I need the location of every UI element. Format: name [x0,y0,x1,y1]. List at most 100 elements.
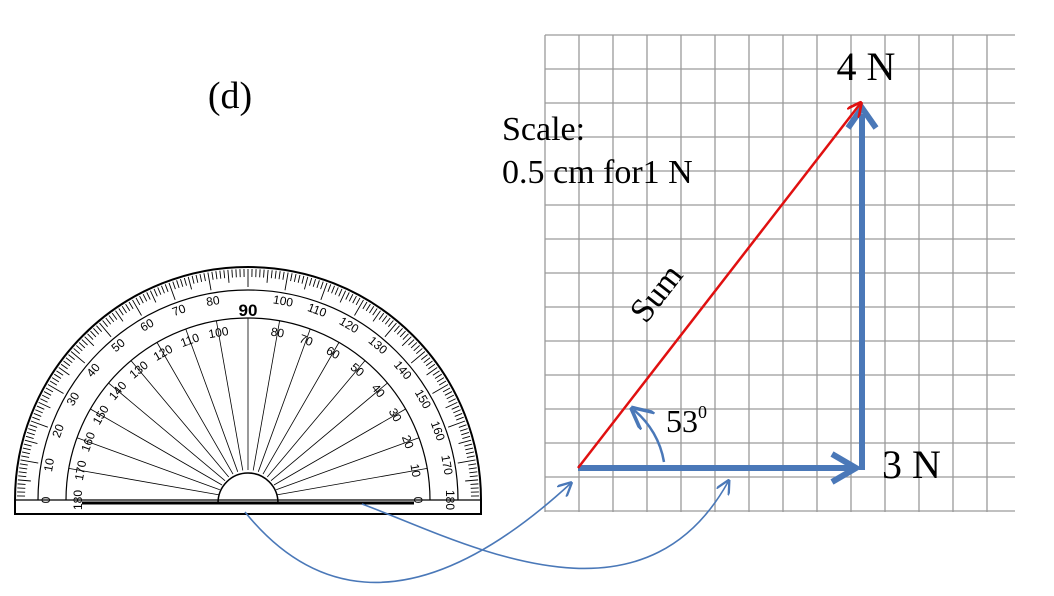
protractor-tick [99,322,112,338]
protractor-inner-label: 10 [407,463,423,479]
protractor-tick [26,432,35,436]
protractor-outer-label: 60 [138,316,157,335]
protractor-tick [352,295,357,304]
protractor-tick [372,310,381,322]
protractor-tick [18,471,27,474]
protractor-tick [108,315,115,323]
protractor-tick [30,420,48,428]
protractor-tick [187,276,193,290]
protractor-tick [425,360,433,367]
protractor-tick [17,483,26,485]
protractor-inner-label: 60 [324,343,343,362]
protractor-tick [461,432,470,436]
protractor-tick [51,377,60,383]
protractor-tick [266,269,269,283]
protractor-outer-label: 180 [443,490,457,510]
protractor-ticks [17,269,479,501]
protractor-tick [469,475,478,478]
protractor-tick [78,342,86,349]
protractor-tick [468,463,477,466]
protractor-tick [132,299,142,316]
protractor-inner-label: 20 [399,433,417,451]
protractor-tick [434,373,442,379]
protractor-ray [156,342,234,475]
protractor-tick [438,380,447,386]
protractor-tick [84,336,95,347]
protractor-tick [468,467,477,470]
protractor-tick [454,413,463,417]
protractor-ray [185,328,239,472]
protractor-tick [270,270,273,279]
protractor-tick [464,443,473,447]
scale-title: Scale: [502,111,585,148]
protractor-tick [22,447,31,451]
protractor-tick [63,360,71,367]
protractor-tick [372,308,378,316]
protractor-tick [54,373,62,379]
protractor-tick [168,282,176,300]
protractor-tick [410,342,418,349]
protractor-tick [73,348,80,355]
protractor-tick [20,459,39,464]
protractor-tick [442,387,451,393]
protractor-tick [121,306,127,314]
protractor-tick [331,285,335,294]
protractor-tick [102,320,109,327]
protractor-scale-arc [37,289,459,501]
protractor-tick [387,320,394,327]
protractor-inner-label: 80 [270,325,286,341]
protractor-tick [263,269,265,278]
protractor-tick [278,271,281,280]
protractor-tick [355,297,361,306]
protractor-tick [93,328,100,335]
protractor-tick [428,363,436,370]
protractor-tick [128,301,134,310]
protractor-tick [444,391,453,396]
protractor-tick [312,278,316,287]
protractor-tick [161,285,165,294]
protractor-outer-label: 30 [64,389,83,408]
protractor-ray [90,408,223,486]
protractor-tick [231,269,233,278]
protractor-tick [448,398,456,403]
protractor-ray [270,382,388,482]
protractor-tick [413,345,420,352]
protractor-tick [223,270,226,279]
protractor-tick [96,325,103,332]
protractor-tick [316,280,320,289]
protractor-tick [334,287,339,295]
protractor-tick [35,409,43,414]
protractor-tick [23,443,32,447]
protractor-tick [451,405,460,410]
protractor-tick [381,315,388,323]
protractor-inner-label: 110 [178,330,201,350]
protractor-tick [33,413,42,417]
protractor-tick [111,312,118,320]
protractor-tick [426,367,438,376]
vector-4n-label: 4 N [837,44,896,89]
protractor-tick [354,299,364,316]
protractor-tick [183,277,187,286]
protractor-tick [47,384,64,394]
protractor-tick [423,357,431,364]
scale-value: 0.5 cm for1 N [502,154,693,191]
protractor-tick [115,310,124,322]
protractor-tick [456,416,464,421]
protractor-tick [118,308,124,316]
protractor-tick [345,292,350,300]
protractor-tick [21,455,30,458]
protractor-tick [393,325,400,332]
protractor-tick [18,475,27,478]
protractor-tick [432,370,440,376]
protractor-outer-label: 10 [41,457,57,473]
protractor-ray [216,320,244,471]
protractor-tick [211,271,214,280]
protractor-tick [157,287,162,295]
protractor-outer-label: 110 [306,300,329,320]
protractor-tick [180,278,184,287]
protractor-tick [458,424,467,428]
protractor-ray [266,360,366,478]
protractor-tick [362,301,368,310]
protractor-outer-label: 80 [205,293,221,309]
protractor-tick [56,370,64,376]
